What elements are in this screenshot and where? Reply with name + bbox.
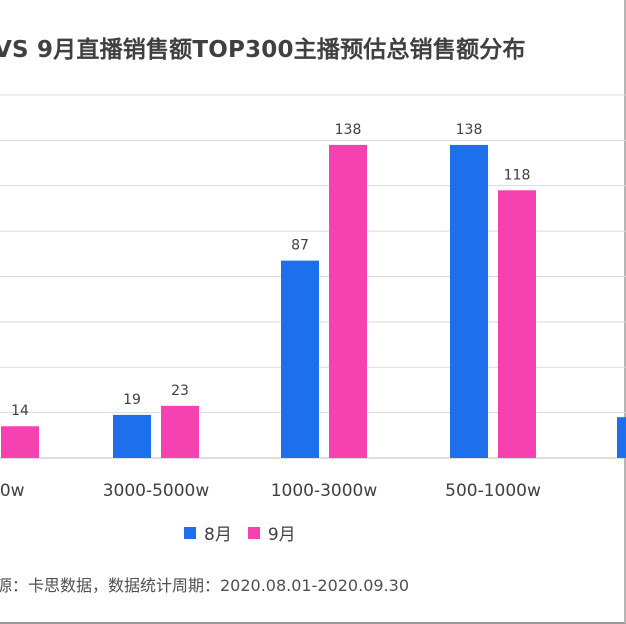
legend-item-sep: 9月 (247, 520, 296, 545)
data-label-aug-3: 138 (456, 122, 483, 138)
bar-sep-0 (1, 426, 39, 458)
bar-sep-2 (329, 144, 367, 458)
data-label-aug-2: 87 (291, 238, 309, 254)
legend-label-sep: 9月 (267, 525, 296, 545)
legend: 8月 9月 (184, 520, 296, 545)
bar-sep-1 (161, 405, 199, 458)
legend-swatch-sep (247, 526, 260, 539)
data-label-aug-1: 19 (123, 392, 141, 408)
bar-aug-3 (450, 144, 488, 458)
chart-title: VS 9月直播销售额TOP300主播预估总销售额分布 (0, 37, 526, 63)
data-label-sep-0: 14 (11, 403, 29, 419)
bars (1, 144, 626, 458)
bar-aug-2 (281, 260, 319, 458)
x-tick-label-0: 5000w (0, 481, 25, 501)
x-tick-label-1: 3000-5000w (103, 481, 210, 501)
data-label-sep-1: 23 (171, 383, 189, 399)
data-label-sep-3: 118 (504, 167, 531, 183)
source-note: 源：卡思数据，数据统计周期：2020.08.01-2020.09.30 (0, 576, 409, 595)
data-label-sep-2: 138 (335, 122, 362, 138)
bar-aug-4 (617, 417, 626, 458)
x-tick-label-2: 1000-3000w (271, 481, 378, 501)
bar-aug-1 (113, 414, 151, 458)
legend-swatch-aug (184, 526, 196, 539)
legend-item-aug: 8月 (184, 520, 232, 545)
data-labels: 14 19 23 87 138 138 118 (11, 122, 530, 419)
bar-sep-3 (498, 190, 536, 458)
legend-label-aug: 8月 (204, 525, 232, 545)
x-tick-label-3: 500-1000w (445, 481, 541, 501)
